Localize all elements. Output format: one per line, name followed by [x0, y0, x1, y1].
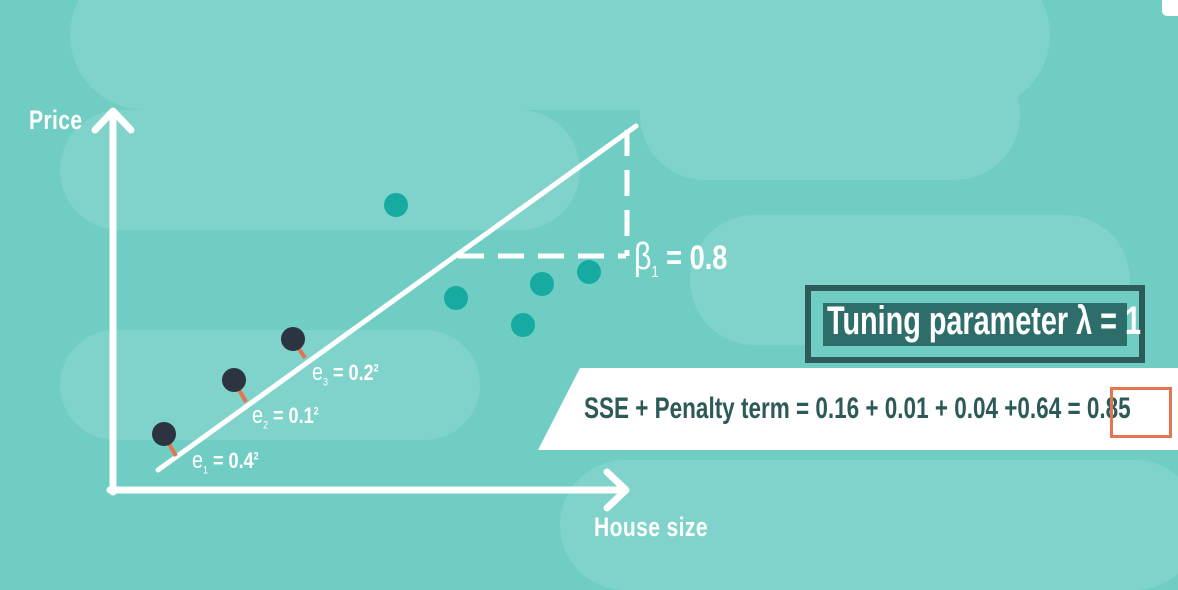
background-blob [640, 50, 1020, 180]
result-highlight-box [1110, 387, 1172, 438]
error-label-3: e3 = 0.22 [312, 359, 379, 388]
error-value: = 0.1 [272, 403, 314, 428]
x-axis-label: House size [594, 512, 708, 542]
error-symbol: e [252, 402, 263, 429]
error-power: 2 [253, 450, 259, 463]
tuning-parameter-label: Tuning parameter λ = 1 [827, 299, 1141, 343]
error-label-1: e1 = 0.42 [192, 447, 259, 476]
error-index: 2 [262, 419, 268, 432]
train-point [222, 368, 246, 392]
y-axis-label: Price [29, 105, 83, 135]
y-axis [91, 107, 135, 496]
tuning-parameter-box: Tuning parameter λ = 1 [805, 285, 1145, 363]
error-value: = 0.2 [332, 360, 374, 385]
error-power: 2 [373, 362, 379, 375]
test-point [444, 286, 468, 310]
background-blob [60, 330, 480, 440]
error-power: 2 [313, 405, 319, 418]
error-symbol: e [192, 447, 203, 474]
train-point [152, 422, 176, 446]
regression-diagram [91, 107, 639, 512]
background-blob [60, 110, 580, 230]
test-point [384, 193, 408, 217]
beta-index: 1 [651, 263, 659, 281]
error-symbol: e [312, 359, 323, 386]
test-point [577, 260, 601, 284]
equation-text: SSE + Penalty term = 0.16 + 0.01 + 0.04 … [584, 392, 1131, 425]
x-axis [106, 468, 630, 512]
test-point [530, 272, 554, 296]
error-label-2: e2 = 0.12 [252, 402, 319, 431]
beta-symbol: β [634, 236, 652, 278]
slope-label: β1 = 0.8 [634, 236, 727, 282]
train-point [281, 327, 305, 351]
corner-tab [1162, 0, 1178, 16]
regression-line [155, 123, 639, 473]
slope-value: = 0.8 [666, 239, 728, 277]
error-index: 1 [202, 464, 208, 477]
error-value: = 0.4 [212, 448, 254, 473]
test-point [511, 313, 535, 337]
tuning-parameter-inner: Tuning parameter λ = 1 [823, 299, 1141, 346]
error-index: 3 [322, 376, 328, 389]
equation-banner [538, 368, 1178, 450]
